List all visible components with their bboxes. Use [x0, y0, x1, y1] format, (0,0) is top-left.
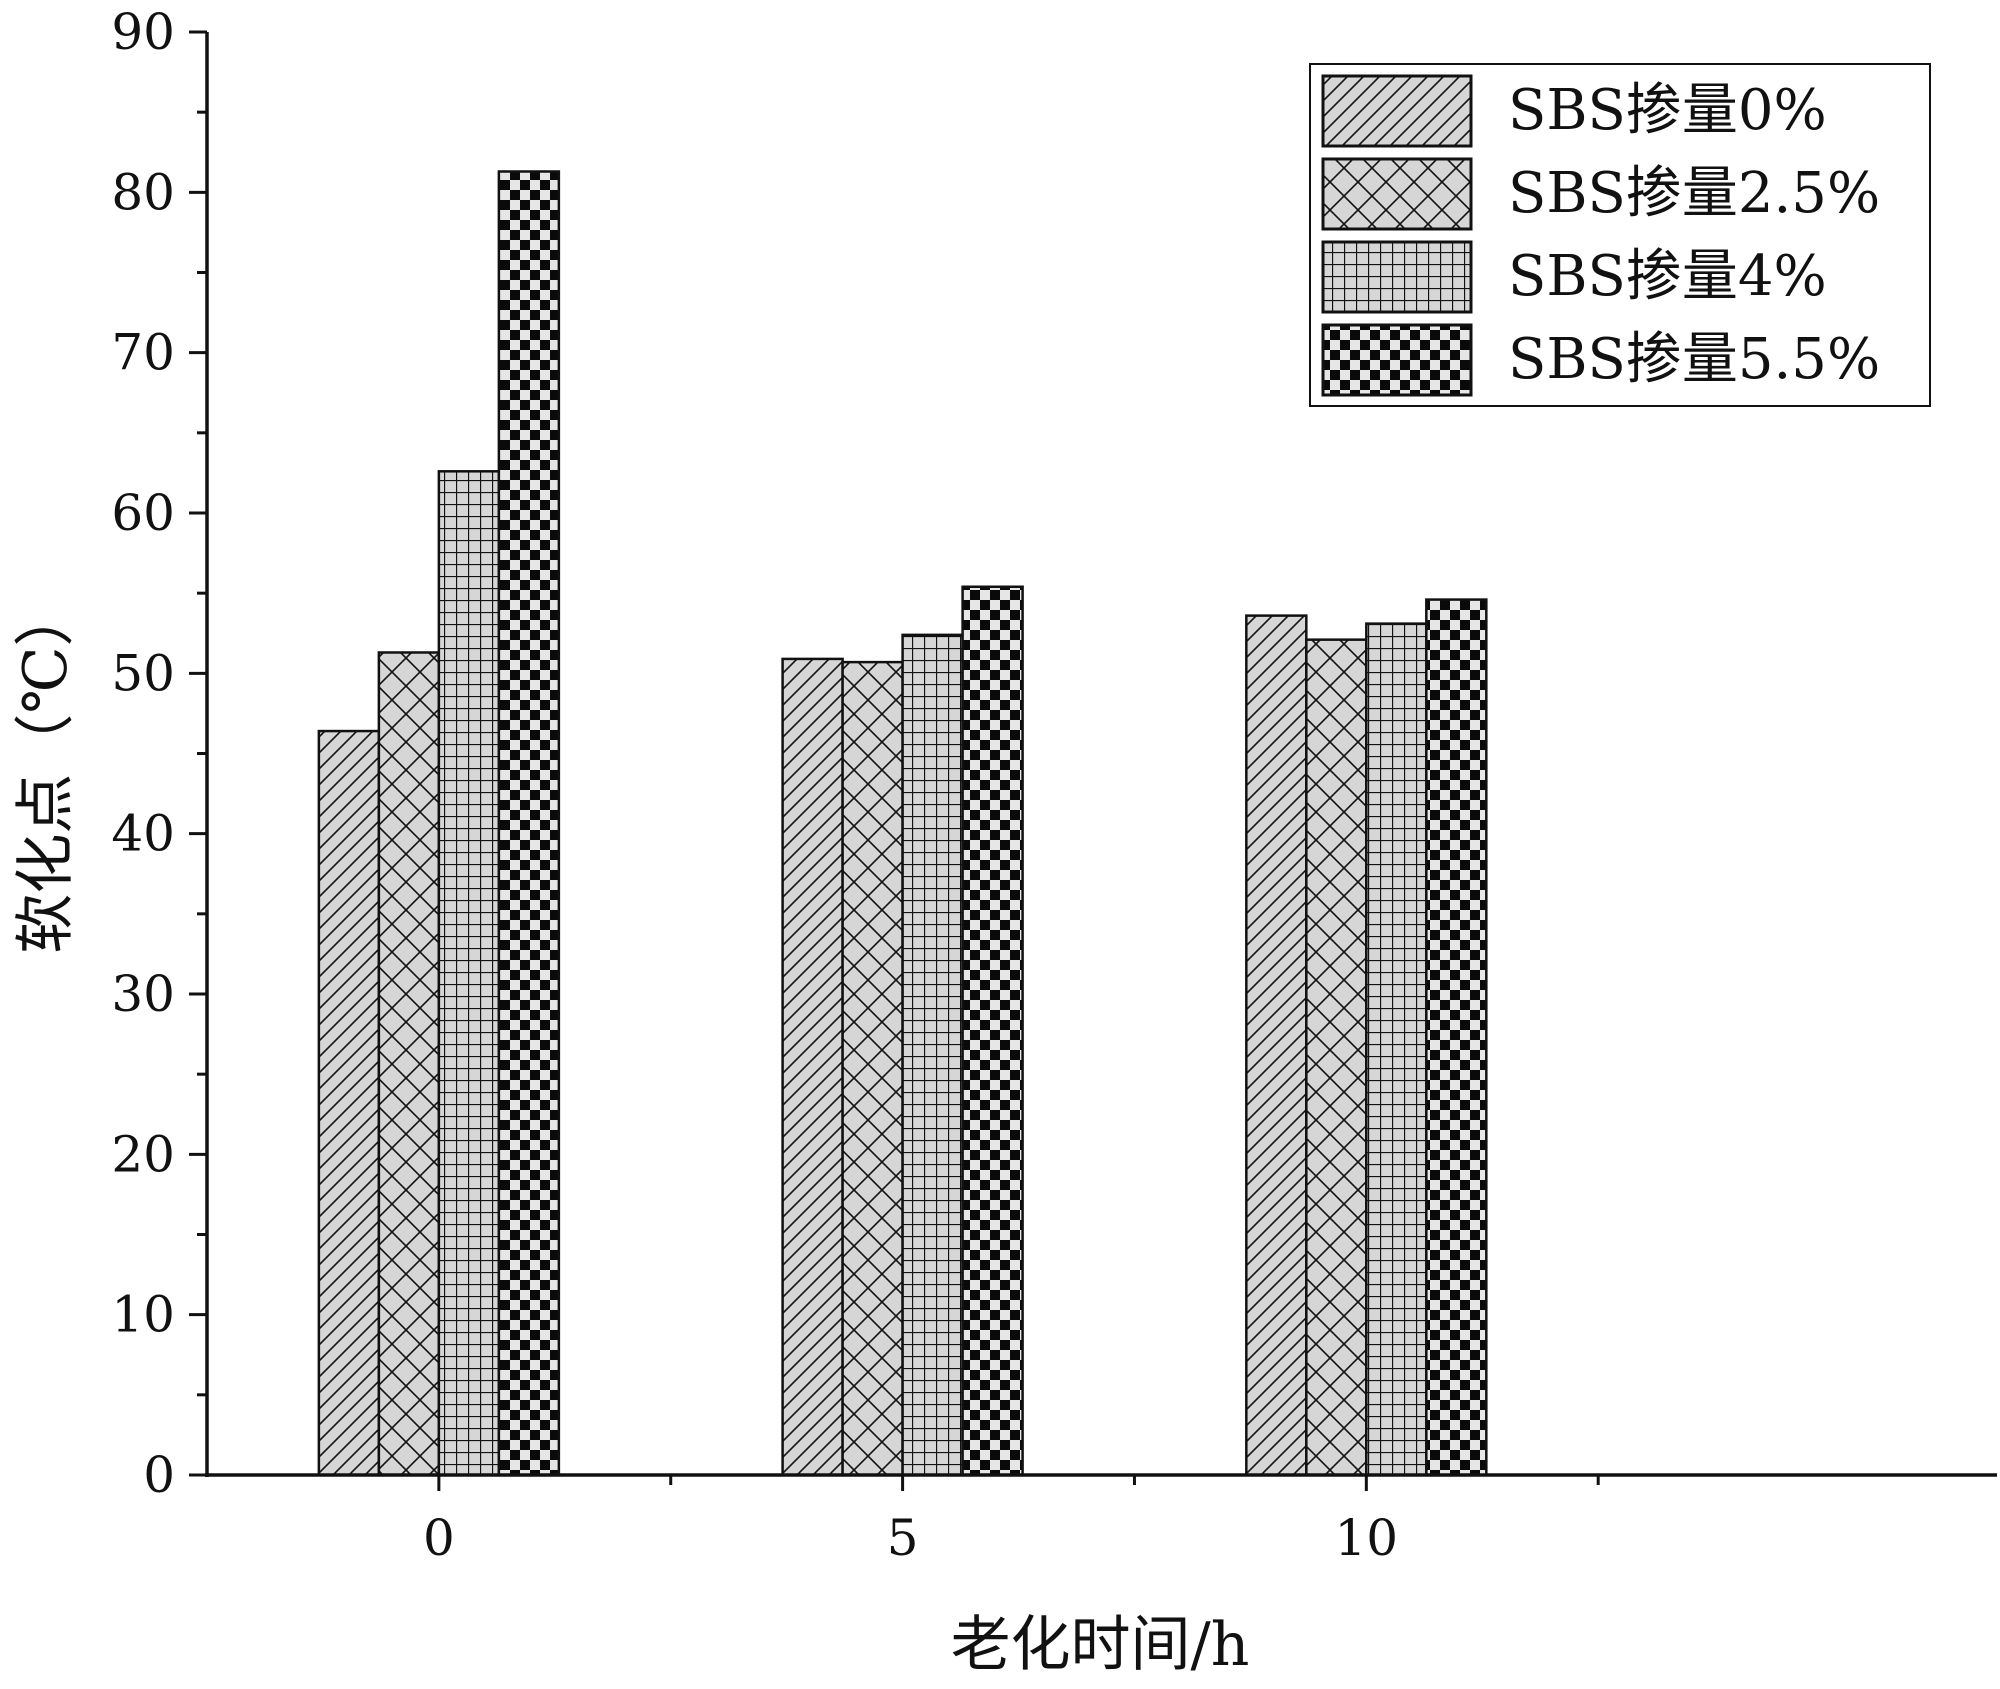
bar-5-series-3	[961, 585, 1024, 1477]
bar-0-series-1	[377, 651, 441, 1477]
legend-swatch-3	[1321, 323, 1473, 397]
bar-10-series-3	[1425, 598, 1488, 1477]
bar-5-series-1	[841, 660, 904, 1477]
bar-5-series-2	[901, 633, 964, 1477]
legend-label-1: SBS掺量2.5%	[1508, 161, 1880, 226]
y-tick-label: 60	[111, 484, 175, 542]
y-ticks: 0 10 20 30 40 50 60 70 80 90	[111, 3, 207, 1504]
axes-group: 0 10 20 30 40 50 60 70 80 90 0 5 10	[111, 3, 1997, 1567]
legend-label-3: SBS掺量5.5%	[1508, 327, 1880, 392]
y-axis-label: 软化点（℃）	[11, 586, 81, 953]
legend-label-0: SBS掺量0%	[1508, 78, 1827, 143]
x-tick-label: 5	[887, 1509, 919, 1567]
y-tick-label: 0	[143, 1446, 175, 1504]
y-tick-label: 70	[111, 324, 175, 382]
bar-0-series-3	[497, 170, 561, 1477]
bar-0-series-0	[317, 729, 381, 1477]
y-tick-label: 10	[111, 1286, 175, 1344]
x-tick-label: 10	[1335, 1509, 1399, 1567]
legend-label-2: SBS掺量4%	[1508, 244, 1827, 309]
y-tick-label: 80	[111, 163, 175, 221]
x-axis-label: 老化时间/h	[951, 1610, 1250, 1680]
bar-10-series-2	[1365, 622, 1428, 1477]
legend-swatch-2	[1321, 240, 1473, 314]
y-tick-label: 40	[111, 805, 175, 863]
y-tick-label: 50	[111, 644, 175, 702]
y-tick-label: 30	[111, 965, 175, 1023]
y-tick-label: 20	[111, 1125, 175, 1183]
legend: SBS掺量0% SBS掺量2.5% SBS掺量4% SBS掺量5.5%	[1309, 63, 1931, 407]
bars-group	[317, 170, 1488, 1477]
y-tick-label: 90	[111, 3, 175, 61]
x-tick-label: 0	[423, 1509, 455, 1567]
bar-5-series-0	[781, 657, 844, 1477]
bar-0-series-2	[437, 470, 501, 1477]
bar-10-series-1	[1305, 638, 1368, 1477]
bar-10-series-0	[1245, 614, 1308, 1477]
legend-swatch-0	[1321, 74, 1473, 148]
x-ticks: 0 5 10	[423, 1475, 1600, 1567]
legend-swatch-1	[1321, 157, 1473, 231]
